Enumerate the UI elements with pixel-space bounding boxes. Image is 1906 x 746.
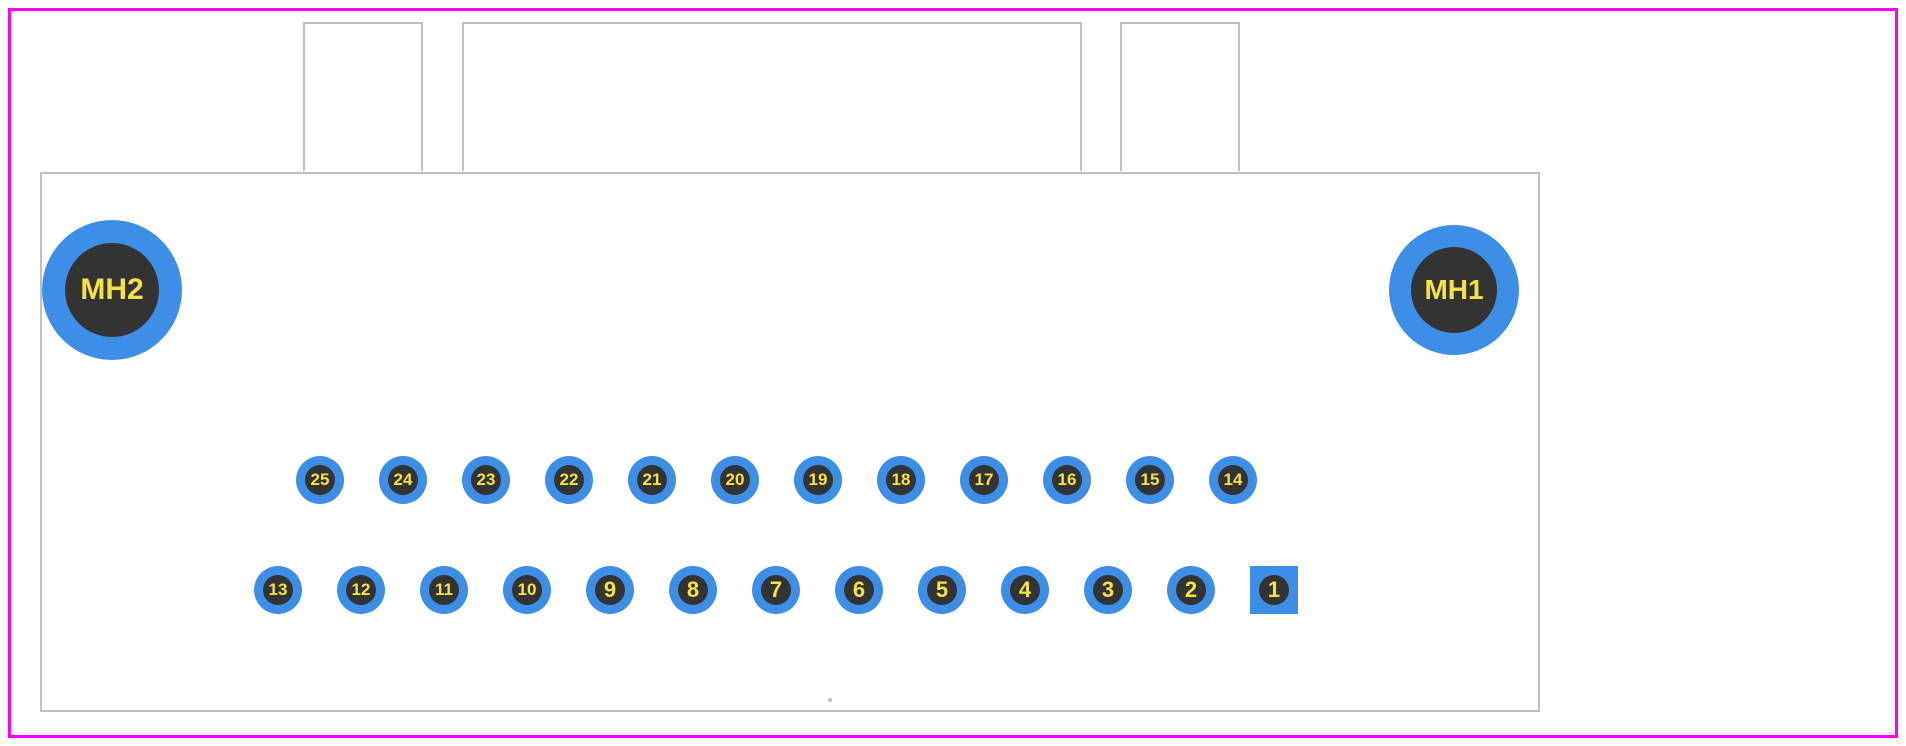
pin-7: 7 [752, 566, 800, 614]
mounting-hole-mh2-label: MH2 [65, 243, 159, 337]
pin-6-label: 6 [844, 575, 874, 605]
pin-19: 19 [794, 456, 842, 504]
pin-5-label: 5 [927, 575, 957, 605]
pin-3: 3 [1084, 566, 1132, 614]
pin-14-label: 14 [1218, 465, 1248, 495]
pcb-footprint-canvas: MH2 MH1 25242322212019181716151413121110… [0, 0, 1906, 746]
pin-18-label: 18 [886, 465, 916, 495]
pin-2: 2 [1167, 566, 1215, 614]
pin-19-label: 19 [803, 465, 833, 495]
mounting-hole-mh1: MH1 [1389, 225, 1519, 355]
pin-9: 9 [586, 566, 634, 614]
pin-14: 14 [1209, 456, 1257, 504]
pin-17: 17 [960, 456, 1008, 504]
pin-23: 23 [462, 456, 510, 504]
pin-13: 13 [254, 566, 302, 614]
pin-10: 10 [503, 566, 551, 614]
pin-8-label: 8 [678, 575, 708, 605]
pin-6: 6 [835, 566, 883, 614]
pin-7-label: 7 [761, 575, 791, 605]
pin-15: 15 [1126, 456, 1174, 504]
pin-20-label: 20 [720, 465, 750, 495]
pin-2-label: 2 [1176, 575, 1206, 605]
pin-3-label: 3 [1093, 575, 1123, 605]
pin-16: 16 [1043, 456, 1091, 504]
pin-21: 21 [628, 456, 676, 504]
tab-rect-2 [1120, 22, 1240, 172]
pin-10-label: 10 [512, 575, 542, 605]
pin-1-label: 1 [1259, 575, 1289, 605]
pin-18: 18 [877, 456, 925, 504]
pin-22: 22 [545, 456, 593, 504]
pin-4: 4 [1001, 566, 1049, 614]
origin-dot [828, 698, 832, 702]
pin-21-label: 21 [637, 465, 667, 495]
pin-23-label: 23 [471, 465, 501, 495]
pin-12-label: 12 [346, 575, 376, 605]
pin-8: 8 [669, 566, 717, 614]
pin-24-label: 24 [388, 465, 418, 495]
mounting-hole-mh2: MH2 [42, 220, 182, 360]
pin-15-label: 15 [1135, 465, 1165, 495]
pin-4-label: 4 [1010, 575, 1040, 605]
pin-20: 20 [711, 456, 759, 504]
pin-11-label: 11 [429, 575, 459, 605]
pin-22-label: 22 [554, 465, 584, 495]
pin-25-label: 25 [305, 465, 335, 495]
mounting-hole-mh1-label: MH1 [1411, 247, 1497, 333]
pin-5: 5 [918, 566, 966, 614]
tab-rect-0 [303, 22, 423, 172]
pin-13-label: 13 [263, 575, 293, 605]
pin-1: 1 [1250, 566, 1298, 614]
body-outline [40, 172, 1540, 712]
pin-25: 25 [296, 456, 344, 504]
tab-rect-1 [462, 22, 1082, 172]
pin-11: 11 [420, 566, 468, 614]
pin-9-label: 9 [595, 575, 625, 605]
pin-12: 12 [337, 566, 385, 614]
pin-17-label: 17 [969, 465, 999, 495]
pin-24: 24 [379, 456, 427, 504]
pin-16-label: 16 [1052, 465, 1082, 495]
